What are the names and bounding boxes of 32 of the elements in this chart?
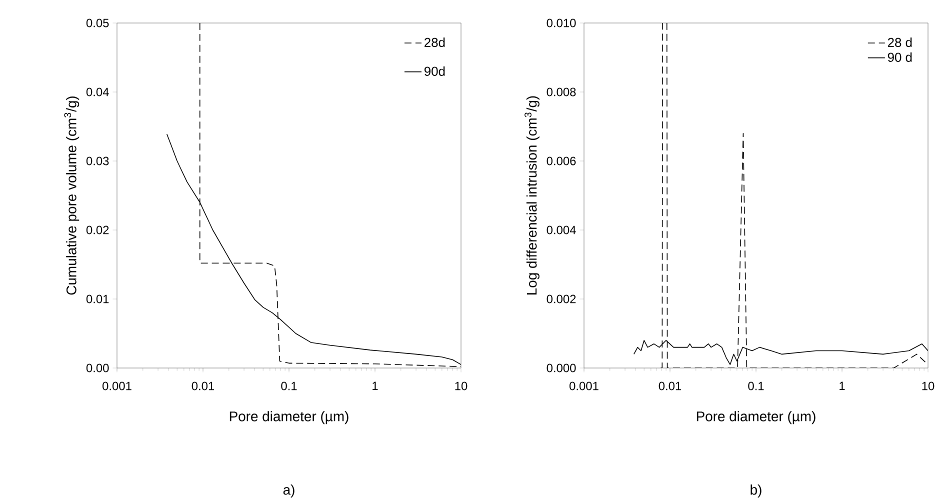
x-axis-title: Pore diameter (µm) [230,411,348,424]
y-tick-label: 0.00 [86,364,109,372]
text: b) [750,484,762,498]
x-tick-label: 1 [840,382,845,390]
y-axis-title: Log differencial intrusion (cm$^{3}$/g) [524,96,540,294]
y-axis-title: Cumulative pore volume (cm$^{3}$/g) [64,96,80,295]
y-tick-label: 0.010 [546,18,576,28]
y-tick-label: 0.05 [86,18,109,28]
y-tick-label: 0.000 [546,364,576,372]
y-tick-label: 0.01 [86,294,109,304]
x-tick-label: 10 [455,382,468,390]
y-tick-label: 0.04 [86,88,109,96]
x-tick-label: 0.001 [102,382,132,390]
x-tick-label: 0.001 [570,382,598,390]
x-tick-label: 0.01 [192,382,214,390]
x-tick-label: 0.1 [281,382,297,390]
legend-label: 90d [424,66,445,76]
y-tick-label: 0.03 [86,156,109,166]
legend-label: 28 d [888,38,912,48]
x-tick-label: 0.01 [658,382,682,390]
y-tick-label: 0.008 [546,88,576,96]
x-tick-label: 0.1 [748,382,764,390]
text: a) [283,484,294,498]
y-tick-label: 0.004 [546,226,576,234]
y-tick-label: 0.002 [546,294,576,304]
legend-label: 28d [424,38,445,48]
x-tick-label: 10 [922,382,934,390]
legend-label: 90 d [888,52,912,62]
y-tick-label: 0.006 [546,156,576,166]
y-tick-label: 0.02 [86,226,109,234]
x-axis-title: Pore diameter (µm) [696,411,816,424]
x-tick-label: 1 [372,382,378,390]
